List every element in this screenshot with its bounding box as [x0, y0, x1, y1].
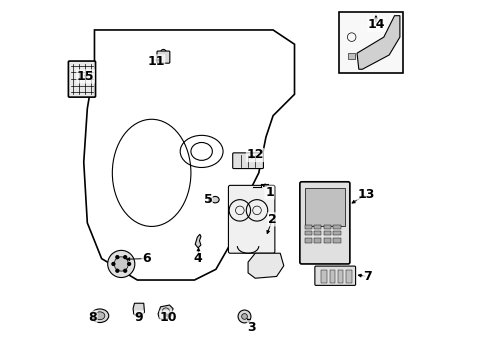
Text: 14: 14: [367, 18, 385, 31]
Polygon shape: [247, 253, 283, 278]
Ellipse shape: [95, 312, 104, 320]
FancyBboxPatch shape: [299, 182, 349, 264]
Polygon shape: [133, 303, 144, 318]
Bar: [304, 188, 344, 226]
Text: 10: 10: [160, 311, 177, 324]
Text: 11: 11: [147, 55, 164, 68]
Bar: [321, 270, 326, 283]
Circle shape: [123, 269, 126, 272]
Bar: [347, 53, 354, 59]
Ellipse shape: [211, 197, 219, 203]
Text: 5: 5: [203, 193, 212, 206]
Circle shape: [123, 256, 126, 258]
Bar: [323, 225, 330, 229]
Text: 8: 8: [88, 311, 97, 324]
Bar: [337, 270, 343, 283]
Text: 9: 9: [135, 311, 143, 324]
Bar: [313, 238, 321, 243]
FancyBboxPatch shape: [232, 153, 263, 168]
Bar: [329, 270, 335, 283]
Text: 15: 15: [77, 70, 94, 83]
Circle shape: [107, 250, 135, 278]
Polygon shape: [195, 234, 201, 248]
Text: 12: 12: [246, 148, 264, 162]
Text: 4: 4: [193, 252, 202, 265]
FancyBboxPatch shape: [228, 185, 274, 253]
Text: 2: 2: [267, 213, 276, 226]
Bar: [345, 270, 351, 283]
Text: 6: 6: [142, 252, 150, 265]
FancyBboxPatch shape: [68, 61, 95, 97]
Text: 7: 7: [363, 270, 371, 283]
Ellipse shape: [91, 309, 108, 323]
Polygon shape: [356, 16, 399, 69]
FancyBboxPatch shape: [157, 51, 169, 63]
Circle shape: [114, 257, 128, 271]
Bar: [339, 12, 403, 73]
Circle shape: [241, 314, 247, 319]
Circle shape: [116, 256, 119, 258]
Bar: [333, 238, 340, 243]
Bar: [323, 238, 330, 243]
Bar: [333, 231, 340, 235]
FancyBboxPatch shape: [314, 266, 355, 285]
Text: 3: 3: [247, 321, 255, 334]
Circle shape: [238, 310, 250, 323]
Polygon shape: [158, 305, 173, 320]
Text: 1: 1: [264, 186, 273, 199]
Circle shape: [116, 269, 119, 272]
Bar: [304, 225, 311, 229]
Bar: [304, 231, 311, 235]
Bar: [313, 225, 321, 229]
Circle shape: [127, 262, 130, 265]
Bar: [313, 231, 321, 235]
Text: 13: 13: [357, 188, 374, 201]
Bar: [333, 225, 340, 229]
Bar: [323, 231, 330, 235]
Bar: [304, 238, 311, 243]
Circle shape: [112, 262, 115, 265]
